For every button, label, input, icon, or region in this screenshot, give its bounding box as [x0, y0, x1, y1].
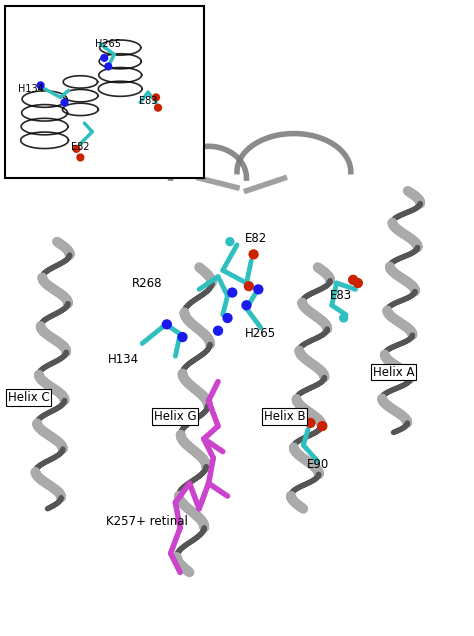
Point: [340, 313, 347, 323]
Point: [354, 278, 362, 288]
Point: [152, 92, 160, 102]
Text: K257+ retinal: K257+ retinal: [106, 515, 188, 528]
Point: [154, 102, 162, 113]
Text: H265: H265: [95, 39, 121, 49]
Point: [37, 80, 45, 90]
Point: [77, 153, 84, 163]
Point: [226, 237, 234, 247]
Text: E83: E83: [139, 96, 157, 106]
Point: [214, 326, 222, 336]
Text: E82: E82: [245, 232, 267, 245]
Text: H265: H265: [245, 328, 276, 340]
Text: H134: H134: [18, 84, 44, 93]
Point: [104, 61, 112, 71]
Point: [349, 275, 357, 285]
Text: Helix C: Helix C: [8, 391, 49, 404]
Text: E82: E82: [71, 142, 90, 152]
Point: [245, 281, 253, 291]
Point: [61, 97, 68, 107]
Text: E83: E83: [330, 289, 352, 302]
Point: [255, 284, 262, 294]
Point: [224, 313, 231, 323]
Point: [179, 332, 186, 342]
FancyBboxPatch shape: [5, 6, 204, 178]
Point: [163, 319, 171, 329]
Text: E90: E90: [307, 458, 328, 471]
Text: R268: R268: [132, 277, 162, 289]
Text: Helix A: Helix A: [373, 366, 414, 378]
Point: [73, 144, 80, 154]
Text: Helix B: Helix B: [264, 410, 305, 423]
Point: [100, 53, 108, 63]
Text: Helix G: Helix G: [154, 410, 197, 423]
Text: H134: H134: [108, 353, 139, 366]
Point: [243, 300, 250, 310]
Point: [307, 418, 314, 428]
Point: [250, 249, 257, 259]
Point: [228, 287, 236, 298]
Point: [319, 421, 326, 431]
